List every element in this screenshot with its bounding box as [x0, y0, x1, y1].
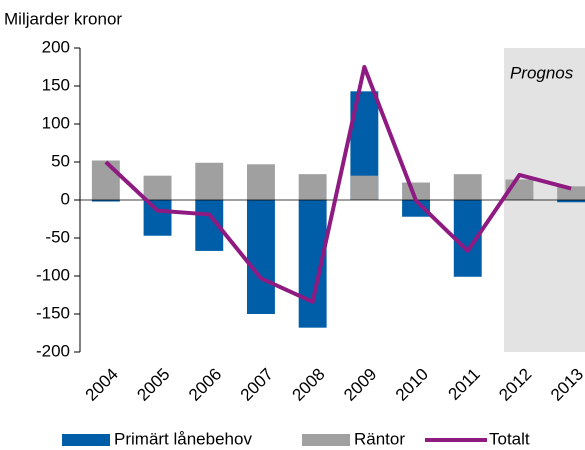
bar	[557, 200, 585, 203]
bar	[143, 175, 172, 200]
bar	[350, 175, 379, 200]
x-tick-label: 2012	[495, 365, 535, 405]
x-tick-label: 2004	[82, 365, 122, 405]
x-tick-label: 2013	[547, 365, 585, 405]
bar	[91, 160, 120, 200]
y-tick-label: -50	[45, 227, 70, 246]
y-tick-label: -200	[36, 341, 70, 360]
legend-label: Räntor	[354, 429, 405, 448]
y-tick-label: 200	[42, 37, 70, 56]
bar	[557, 186, 585, 200]
annotation: Prognos	[510, 63, 574, 82]
y-tick-label: 100	[42, 113, 70, 132]
bar	[453, 174, 482, 200]
y-tick-label: 50	[51, 151, 70, 170]
bar	[195, 162, 224, 200]
legend-label: Primärt lånebehov	[114, 429, 252, 448]
y-tick-label: 150	[42, 75, 70, 94]
x-tick-label: 2007	[237, 365, 277, 405]
y-tick-label: -100	[36, 265, 70, 284]
x-tick-label: 2009	[340, 365, 380, 405]
line	[104, 65, 572, 304]
bar	[298, 174, 327, 200]
bar	[402, 200, 431, 217]
legend-swatch	[302, 434, 350, 446]
bar	[246, 200, 275, 314]
bar	[143, 200, 172, 236]
x-tick-label: 2008	[288, 365, 328, 405]
x-tick-label: 2010	[392, 365, 432, 405]
y-tick-label: 0	[61, 189, 70, 208]
y-tick-label: -150	[36, 303, 70, 322]
x-tick-label: 2005	[133, 365, 173, 405]
legend-swatch	[62, 434, 110, 446]
y-axis-label: Miljarder kronor	[4, 9, 122, 28]
x-tick-label: 2011	[444, 365, 483, 404]
bar	[91, 200, 120, 202]
legend-label: Totalt	[489, 429, 530, 448]
x-tick-label: 2006	[185, 365, 225, 405]
bar	[246, 164, 275, 200]
